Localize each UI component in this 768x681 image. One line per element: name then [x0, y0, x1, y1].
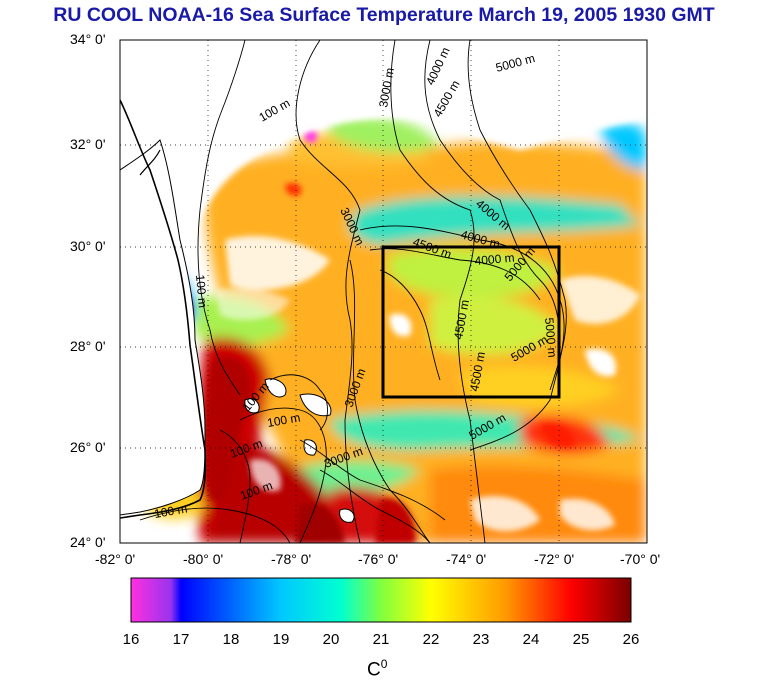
lon-label: -82° 0'	[95, 551, 136, 567]
lat-label: 30° 0'	[70, 238, 106, 254]
study-box	[381, 245, 561, 399]
lat-label: 32° 0'	[70, 136, 106, 152]
lat-label: 24° 0'	[70, 534, 106, 550]
colorbar-tick: 18	[222, 631, 240, 648]
page-title: RU COOL NOAA-16 Sea Surface Temperature …	[53, 4, 715, 26]
colorbar-tick: 17	[172, 631, 190, 648]
lat-label: 28° 0'	[70, 338, 106, 354]
bathymetry-contours	[139, 40, 567, 543]
contour-label: 4500 m	[467, 351, 488, 393]
lon-label: -70° 0'	[620, 551, 661, 567]
lon-label: -78° 0'	[271, 551, 312, 567]
contour-label: 100 m	[153, 501, 188, 521]
colorbar-tick: 22	[422, 631, 440, 648]
colorbar-tick: 26	[622, 631, 640, 648]
contour-label: 100 m	[266, 410, 301, 430]
colorbar-tick: 24	[522, 631, 540, 648]
sst-field	[120, 40, 647, 543]
lon-label: -72° 0'	[534, 551, 575, 567]
contour-label: 5000 m	[542, 317, 559, 358]
colorbar-tick: 21	[372, 631, 390, 648]
lon-label: -76° 0'	[358, 551, 399, 567]
colorbar-tick: 25	[572, 631, 590, 648]
colorbar-unit-letter: C	[367, 659, 381, 681]
colorbar-tick: 20	[322, 631, 340, 648]
lat-label: 26° 0'	[70, 439, 106, 455]
colorbar-tick: 16	[122, 631, 140, 648]
contour-label: 3000 m	[376, 67, 397, 109]
colorbar	[130, 577, 632, 623]
colorbar-unit: C0	[367, 657, 387, 681]
map-frame	[119, 39, 648, 544]
lon-label: -80° 0'	[183, 551, 224, 567]
contour-label: 4000 m	[474, 251, 515, 268]
contour-label: 100 m	[193, 274, 210, 308]
coastline	[120, 99, 207, 519]
lon-label: -74° 0'	[446, 551, 487, 567]
colorbar-tick: 19	[272, 631, 290, 648]
colorbar-tick: 23	[472, 631, 490, 648]
lat-label: 34° 0'	[70, 31, 106, 47]
contour-label: 4500 m	[451, 299, 472, 341]
colorbar-unit-sup: 0	[380, 657, 388, 671]
